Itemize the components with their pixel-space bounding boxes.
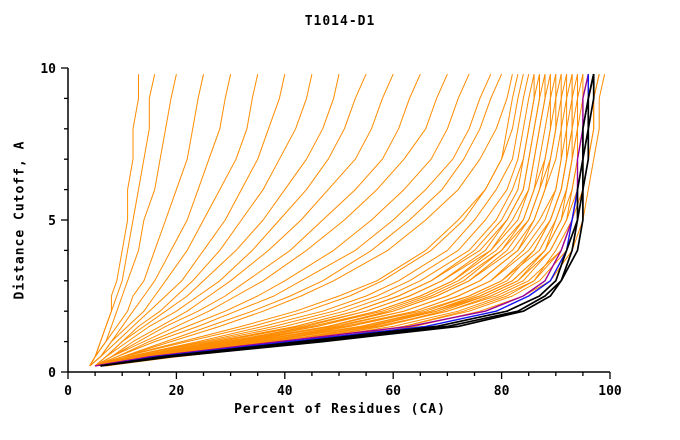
x-axis-label: Percent of Residues (CA) (234, 402, 446, 417)
prediction-curve (94, 73, 568, 367)
prediction-curve (95, 73, 600, 367)
prediction-curve (89, 73, 286, 367)
prediction-curve (94, 73, 546, 367)
prediction-curve (100, 74, 578, 367)
tick-label: 0 (48, 366, 56, 381)
prediction-curve (94, 73, 394, 367)
prediction-curve (94, 73, 340, 367)
prediction-curve (89, 73, 232, 367)
prediction-curve (89, 73, 204, 367)
prediction-curve (89, 73, 259, 367)
magenta-model-curve (94, 73, 589, 367)
best-model-curve (100, 74, 595, 367)
prediction-curve (94, 73, 551, 367)
tick-label: 100 (598, 384, 622, 399)
prediction-curve (94, 73, 448, 367)
prediction-curve (94, 73, 470, 367)
prediction-curve (94, 73, 530, 367)
tick-label: 5 (48, 214, 56, 229)
prediction-curve (89, 73, 156, 367)
prediction-curve (94, 73, 503, 367)
best-model-curve (100, 73, 595, 367)
tick-label: 60 (385, 384, 401, 399)
best-model-curves (100, 73, 595, 367)
prediction-curve (94, 73, 513, 367)
prediction-curve (89, 73, 177, 367)
tick-label: 40 (277, 384, 293, 399)
magenta-model-curves (94, 73, 589, 367)
tick-label: 0 (64, 384, 72, 399)
prediction-curve (89, 74, 139, 367)
prediction-curve (100, 74, 573, 367)
tick-label: 10 (40, 62, 56, 77)
prediction-curve (95, 73, 578, 367)
prediction-curve (94, 73, 535, 367)
prediction-curve (94, 73, 557, 367)
prediction-curve (94, 73, 313, 367)
prediction-curve (94, 73, 492, 367)
prediction-curve (94, 73, 540, 367)
tick-label: 80 (494, 384, 510, 399)
prediction-curve (94, 73, 421, 367)
prediction-curve (94, 73, 519, 367)
prediction-curve (94, 73, 524, 367)
best-model-curve (100, 73, 595, 367)
prediction-curve (95, 73, 573, 367)
axes: 0 20 40 60 80 100 0 5 10 (40, 62, 622, 399)
prediction-curve (95, 73, 584, 367)
prediction-curves (89, 73, 606, 367)
chart-title: T1014-D1 (304, 14, 376, 29)
prediction-curve (94, 73, 367, 367)
tick-label: 20 (169, 384, 185, 399)
prediction-curve (100, 74, 584, 367)
